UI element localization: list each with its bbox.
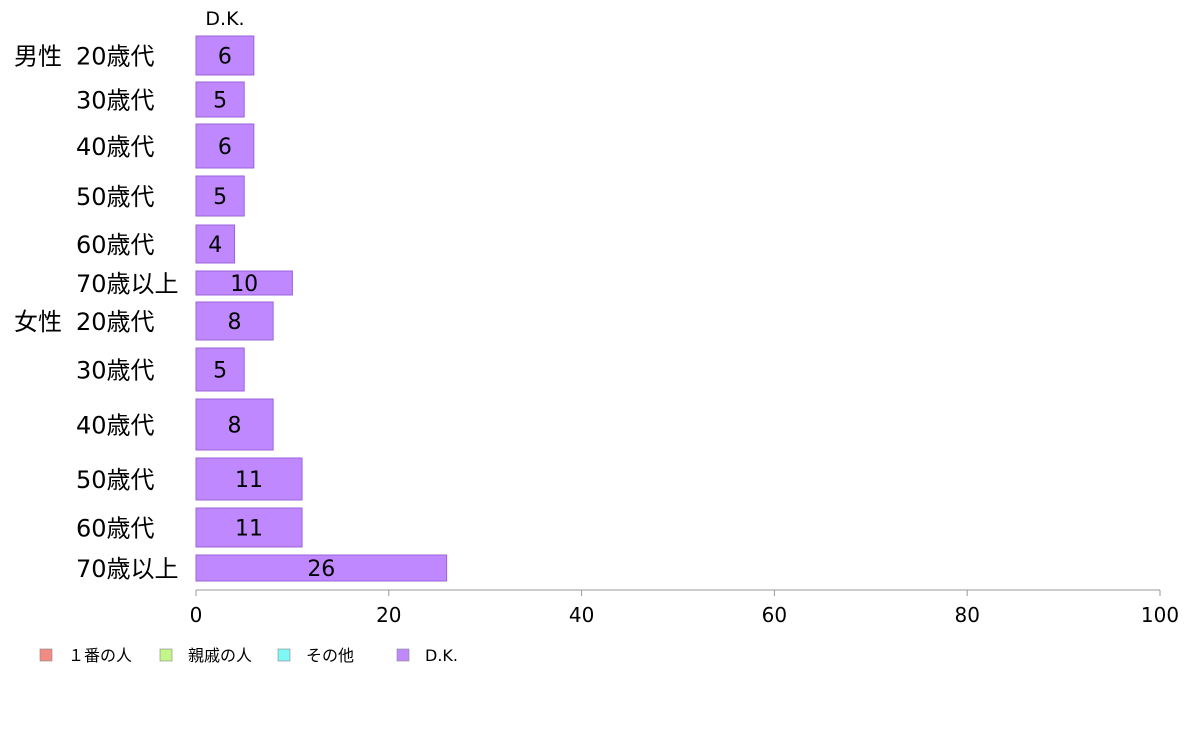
bar (195, 224, 236, 264)
category-label: 60歳代 (76, 515, 155, 543)
legend-label: その他 (306, 646, 354, 665)
bar-value-label: 5 (213, 359, 227, 384)
bar (195, 123, 255, 169)
bars: 620歳代男性530歳代640歳代550歳代460歳代1070歳以上820歳代女… (14, 35, 448, 583)
bar (195, 457, 303, 501)
bar (195, 301, 274, 341)
category-label: 40歳代 (76, 133, 155, 161)
category-label: 50歳代 (76, 466, 155, 494)
x-tick-label: 40 (569, 603, 594, 627)
bar-value-label: 8 (228, 414, 242, 439)
x-tick-label: 60 (762, 603, 787, 627)
category-label: 40歳代 (76, 412, 155, 440)
bar-value-label: 6 (218, 135, 232, 160)
bar (195, 554, 448, 582)
bar-value-label: 11 (235, 517, 263, 542)
x-tick-label: 100 (1141, 603, 1179, 627)
x-tick-label: 0 (190, 603, 203, 627)
legend-label: １番の人 (68, 646, 132, 665)
bar (195, 270, 293, 296)
bar (195, 398, 274, 451)
bar (195, 507, 303, 548)
bar-value-label: 10 (230, 272, 258, 297)
legend-label: D.K. (425, 646, 458, 665)
bar-value-label: 11 (235, 468, 263, 493)
category-label: 20歳代 (76, 308, 155, 336)
legend-label: 親戚の人 (188, 646, 252, 665)
bar (195, 81, 245, 118)
bar-value-label: 8 (228, 310, 242, 335)
bar (195, 175, 245, 217)
legend: １番の人 親戚の人 その他 D.K. (39, 646, 458, 665)
x-axis: 0 20 40 60 80 100 (190, 589, 1179, 627)
group-label: 男性 (14, 43, 62, 71)
bar-value-label: 5 (213, 185, 227, 210)
legend-swatch (396, 648, 410, 662)
category-label: 70歳以上 (76, 555, 179, 583)
category-label: 70歳以上 (76, 270, 179, 298)
series-header-label: D.K. (205, 8, 244, 30)
legend-swatch (277, 648, 291, 662)
category-label: 60歳代 (76, 231, 155, 259)
legend-swatch (159, 648, 173, 662)
bar-value-label: 6 (218, 45, 232, 70)
x-tick-label: 20 (376, 603, 401, 627)
bar-value-label: 26 (307, 557, 335, 582)
bar-value-label: 5 (213, 89, 227, 114)
category-label: 50歳代 (76, 183, 155, 211)
category-label: 20歳代 (76, 43, 155, 71)
category-label: 30歳代 (76, 87, 155, 115)
bar (195, 35, 255, 76)
bar (195, 347, 245, 392)
bar-value-label: 4 (208, 233, 222, 258)
category-label: 30歳代 (76, 357, 155, 385)
x-tick-label: 80 (954, 603, 979, 627)
legend-swatch (39, 648, 53, 662)
group-label: 女性 (14, 308, 62, 336)
